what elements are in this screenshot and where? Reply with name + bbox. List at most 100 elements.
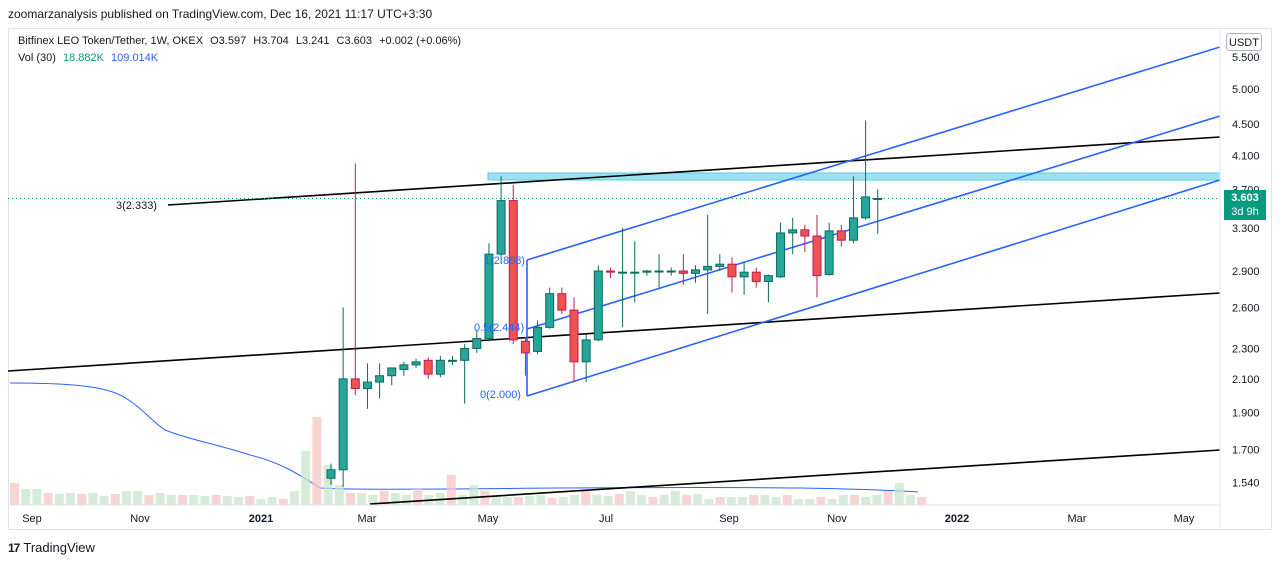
candle-body [727,263,737,278]
volume-value: 18.882K [62,52,104,64]
candle-body [776,232,786,278]
volume-bar [99,496,109,505]
current-price-value: 3.603 [1231,192,1259,204]
volume-bar [827,499,837,505]
candle-body [375,375,385,383]
bar-countdown: 3d 9h [1231,206,1259,218]
volume-bar [782,495,792,505]
volume-bar [715,497,725,505]
volume-bar [166,495,176,505]
volume-bar [267,497,277,505]
volume-bar [368,495,378,505]
volume-ma-line [9,382,919,493]
volume-bar [32,489,42,505]
price-tick-label: 4.100 [1232,150,1260,162]
footer-brand: TradingView [23,540,95,555]
volume-bar [626,491,635,505]
drawing-tools[interactable] [7,46,1221,505]
volume-bar [200,496,210,505]
volume-bar [278,499,288,505]
volume-bar [547,498,557,505]
candle-body [448,359,457,362]
volume-bar [659,495,669,505]
volume-bar [323,465,333,505]
volume-bar [379,491,389,505]
candle-body [861,196,871,219]
volume-bar [603,496,613,505]
volume-bar [581,491,591,505]
time-tick-label: May [1174,513,1195,525]
candle-body [836,230,846,241]
candle-body [387,367,397,377]
volume-bar [334,485,344,505]
volume-bar [155,493,165,505]
legend-low: L3.241 [295,35,330,47]
fib-level-05-label: 0.5(2.444) [474,322,524,334]
price-tick-label: 1.700 [1232,445,1260,457]
price-tick-label: 2.100 [1232,374,1260,386]
symbol-legend: Bitfinex LEO Token/Tether, 1W, OKEX O3.5… [18,35,461,47]
candle-body [788,229,798,234]
price-tick-label: 1.900 [1232,407,1260,419]
currency-unit-button[interactable]: USDT [1226,33,1262,51]
volume-bar [883,491,893,505]
channel-bottom-line [526,179,1221,397]
volume-bar [592,495,602,505]
publisher-line: zoomarzanalysis published on TradingView… [8,7,433,21]
axes: 5.5005.0004.5004.1003.7003.3002.9002.600… [8,28,1260,530]
volume-bar [816,497,826,505]
time-tick-label: Jul [599,513,613,525]
volume-bar [480,491,490,505]
time-tick-label: Sep [22,513,42,525]
volume-bar [749,495,759,505]
volume-bar [558,497,568,505]
candle-body [399,364,409,370]
candle-body [800,229,810,237]
volume-bar [514,497,523,505]
volume-bar [21,489,31,505]
symbol-title: Bitfinex LEO Token/Tether, 1W, OKEX [18,35,204,47]
candle-body [630,271,640,274]
volume-bar [77,494,87,505]
candle-body [642,270,652,273]
volume-ma-value: 109.014K [111,52,159,64]
volume-bar [525,496,535,505]
volume-bar [256,499,266,505]
volume-bar [894,483,904,505]
volume-bar [54,494,64,505]
volume-bar [861,497,871,505]
volume-bar [234,497,243,505]
legend-high: H3.704 [253,35,289,47]
candle-body [508,200,518,341]
annotations: 3(2.333) 1(2.888) 0.5(2.444) 0(2.000) [116,200,525,401]
candle-body [703,265,713,271]
legend-open: O3.597 [210,35,247,47]
volume-bar [637,495,647,505]
volume-bar [390,493,400,505]
volume-bar [771,497,781,505]
fib-level-0-label: 0(2.000) [480,389,521,401]
candle-body [435,359,445,375]
volume-bar [222,496,232,505]
fib-level-1-label: 1(2.888) [484,255,525,267]
time-tick-label: Mar [1068,513,1087,525]
candle-body [666,270,676,273]
candle-body [411,361,421,366]
chart-frame[interactable] [8,28,1272,530]
candle-body [812,235,822,277]
candle-body [460,347,470,361]
candle-body [678,270,688,274]
time-tick-label: Nov [827,513,847,525]
candle-body [338,378,348,471]
tradingview-logo: 17 [8,540,20,555]
candle-body [618,271,628,274]
price-tick-label: 5.000 [1232,84,1260,96]
time-tick-label: 2021 [249,513,273,525]
volume-bar [446,475,456,505]
volume-legend: Vol (30) 18.882K 109.014K [18,52,158,64]
price-tick-label: 2.900 [1232,266,1260,278]
volume-bar [110,494,120,505]
volume-bar [570,495,579,505]
candle-body [739,271,749,278]
